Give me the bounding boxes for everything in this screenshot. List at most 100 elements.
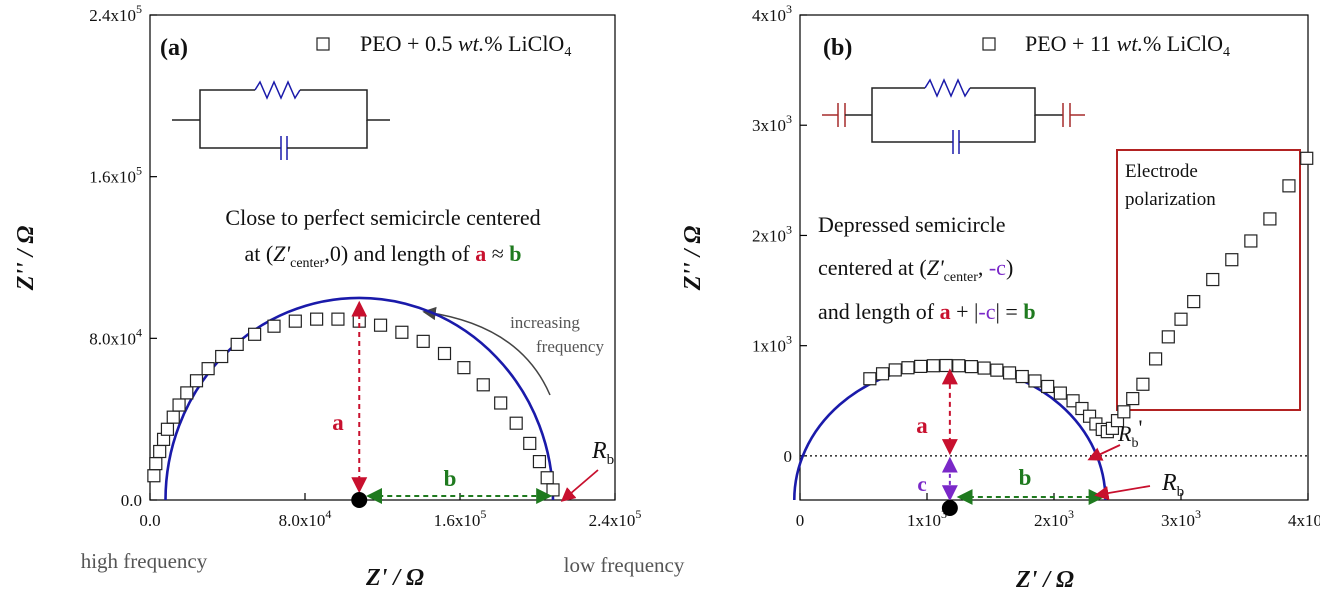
data-point: [1002, 366, 1017, 380]
legend-text-a: PEO + 0.5 wt.% LiClO4: [360, 31, 571, 60]
description-line2-a: at (Z'center,0) and length of a ≈ b: [244, 241, 521, 271]
fit-curve-a: [164, 296, 555, 501]
rb-arrow-a: [560, 469, 599, 502]
data-point: [1053, 386, 1067, 400]
data-point: [1041, 379, 1055, 394]
label-a-panel-b: a: [916, 413, 928, 438]
panel-label-a: (a): [160, 35, 188, 61]
data-point: [215, 349, 229, 364]
data-point: [166, 410, 180, 424]
data-markers-a: [147, 312, 560, 497]
data-point: [532, 455, 547, 469]
x-tick-label: 4x103: [1288, 507, 1320, 530]
data-point: [1282, 179, 1296, 193]
data-point: [189, 374, 204, 388]
frequency-label-1: increasing: [510, 313, 580, 332]
data-point: [437, 346, 452, 361]
x-ticks-a: 0.0 8.0x104 1.6x105 2.4x105: [139, 493, 641, 530]
y-axis-title-b: Z'' / Ω: [680, 226, 706, 292]
data-point: [546, 483, 560, 497]
x-tick-label: 2x103: [1034, 507, 1074, 530]
data-point: [977, 361, 991, 375]
rb-prime-arrow: [1087, 444, 1121, 461]
x-axis-title-b: Z' / Ω: [1015, 567, 1074, 593]
x-tick-label: 8.0x104: [279, 507, 332, 530]
data-point: [1161, 330, 1175, 344]
description-line2-b: centered at (Z'center, -c): [818, 255, 1013, 285]
data-point: [476, 378, 490, 392]
data-point: [1028, 374, 1042, 388]
frequency-label-2: frequency: [536, 337, 604, 356]
resistor-b: [924, 78, 971, 98]
electrode-label-1: Electrode: [1125, 161, 1198, 182]
low-frequency-label: low frequency: [564, 553, 685, 577]
y-tick-label: 1.6x105: [89, 164, 142, 187]
circuit-diagram-a: [172, 80, 390, 160]
data-point: [863, 372, 877, 386]
description-line3-b: and length of a + |-c| = b: [818, 299, 1036, 324]
y-tick-label: 0: [784, 447, 793, 466]
resistor-a: [254, 80, 301, 100]
y-tick-label: 0.0: [121, 491, 142, 510]
rb-label-b: Rb: [1161, 470, 1184, 500]
data-point: [1206, 272, 1220, 287]
data-point: [201, 362, 215, 376]
data-point: [494, 396, 508, 410]
data-point: [540, 471, 554, 485]
x-tick-label: 1x103: [907, 507, 947, 530]
legend-marker-a: [316, 37, 330, 51]
data-point: [1300, 151, 1314, 165]
description-line1-b: Depressed semicircle: [818, 212, 1006, 237]
y-tick-label: 4x103: [752, 2, 792, 25]
label-a-panel-a: a: [332, 410, 344, 435]
center-point-a: [351, 492, 368, 508]
data-point: [180, 386, 194, 400]
label-b-panel-a: b: [444, 466, 457, 491]
data-point: [875, 367, 890, 381]
data-point: [160, 422, 175, 436]
y-tick-label: 2.4x105: [89, 2, 142, 25]
data-point: [395, 325, 409, 339]
x-tick-label: 0.0: [139, 511, 160, 530]
frequency-arrow: [422, 306, 551, 396]
data-point: [964, 360, 979, 374]
label-b-panel-b: b: [1019, 465, 1032, 490]
rb-label-a: Rb: [591, 438, 614, 468]
data-point: [926, 359, 940, 373]
y-ticks-a: 0.0 8.0x104 1.6x105 2.4x105: [89, 2, 157, 510]
high-frequency-label: high frequency: [81, 549, 208, 573]
rb-arrow-b: [1094, 485, 1151, 501]
data-point: [1244, 234, 1258, 248]
data-point: [288, 314, 302, 328]
panel-a: 0.0 8.0x104 1.6x105 2.4x105 0.0 8.0x104 1.6x1…: [13, 2, 685, 591]
data-point: [939, 358, 953, 373]
x-axis-title-a: Z' / Ω: [365, 565, 424, 591]
x-tick-label: 3x103: [1161, 507, 1201, 530]
x-ticks-b: 0 1x103 2x103 3x103 4x103: [796, 493, 1320, 530]
data-point: [310, 312, 324, 326]
data-point: [523, 436, 537, 451]
data-point: [914, 359, 928, 374]
data-point: [1136, 377, 1150, 391]
data-point: [153, 444, 167, 459]
data-point: [901, 361, 915, 375]
data-point: [147, 469, 161, 483]
y-axis-title-a: Z'' / Ω: [13, 226, 39, 292]
x-tick-label: 2.4x105: [589, 507, 642, 530]
data-point: [416, 334, 430, 348]
data-point: [990, 363, 1004, 377]
y-tick-label: 2x103: [752, 222, 792, 245]
data-point: [230, 337, 244, 351]
y-tick-label: 1x103: [752, 333, 792, 356]
data-point: [1187, 294, 1201, 309]
data-markers-b: [863, 151, 1314, 439]
x-tick-label: 0: [796, 511, 805, 530]
center-point-b: [941, 500, 958, 516]
data-point: [267, 319, 281, 333]
legend-text-b: PEO + 11 wt.% LiClO4: [1025, 31, 1230, 60]
y-tick-label: 3x103: [752, 112, 792, 135]
data-point: [952, 359, 966, 373]
y-tick-label: 8.0x104: [89, 325, 142, 348]
data-point: [1225, 253, 1239, 267]
data-point: [331, 312, 345, 326]
